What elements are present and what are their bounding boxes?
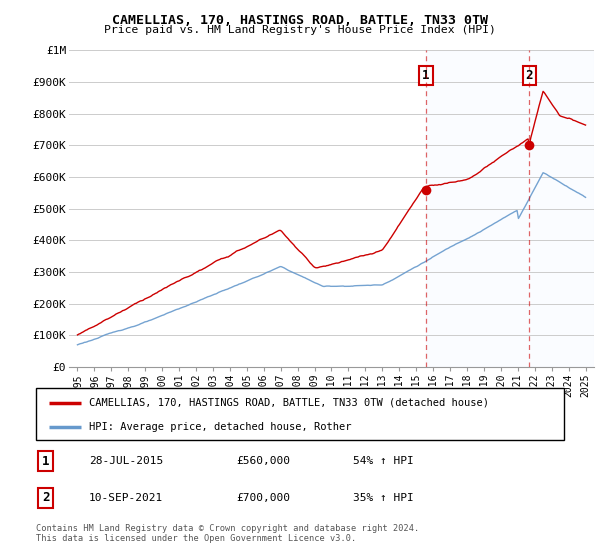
Text: Contains HM Land Registry data © Crown copyright and database right 2024.
This d: Contains HM Land Registry data © Crown c…: [36, 524, 419, 543]
Text: 1: 1: [42, 455, 49, 468]
Text: 2: 2: [526, 69, 533, 82]
Text: CAMELLIAS, 170, HASTINGS ROAD, BATTLE, TN33 0TW (detached house): CAMELLIAS, 170, HASTINGS ROAD, BATTLE, T…: [89, 398, 489, 408]
Text: 54% ↑ HPI: 54% ↑ HPI: [353, 456, 413, 466]
Text: 28-JUL-2015: 28-JUL-2015: [89, 456, 163, 466]
Text: £700,000: £700,000: [236, 493, 290, 503]
Text: 2: 2: [42, 491, 49, 504]
Text: 10-SEP-2021: 10-SEP-2021: [89, 493, 163, 503]
Text: 35% ↑ HPI: 35% ↑ HPI: [353, 493, 413, 503]
Text: HPI: Average price, detached house, Rother: HPI: Average price, detached house, Roth…: [89, 422, 352, 432]
Text: CAMELLIAS, 170, HASTINGS ROAD, BATTLE, TN33 0TW: CAMELLIAS, 170, HASTINGS ROAD, BATTLE, T…: [112, 14, 488, 27]
Text: £560,000: £560,000: [236, 456, 290, 466]
Bar: [426, 50, 594, 367]
Text: 1: 1: [422, 69, 430, 82]
Text: Price paid vs. HM Land Registry's House Price Index (HPI): Price paid vs. HM Land Registry's House …: [104, 25, 496, 35]
